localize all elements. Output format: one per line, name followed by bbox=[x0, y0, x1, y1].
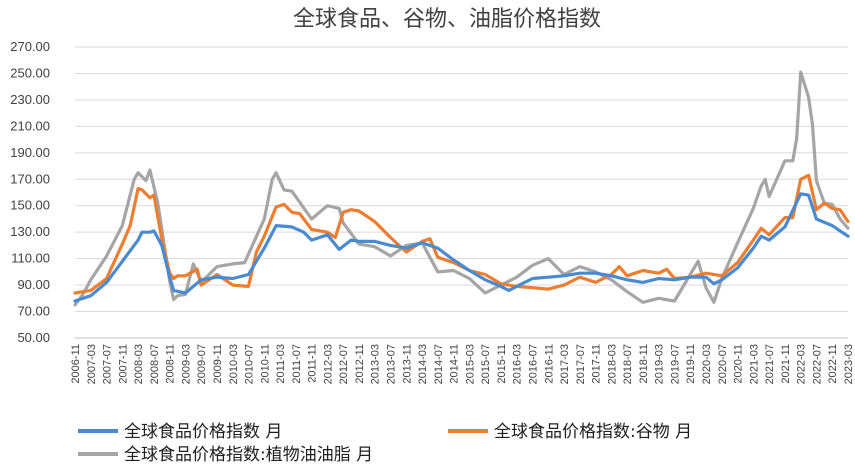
x-tick-label: 2021-07 bbox=[764, 344, 776, 384]
x-axis-tick-labels: 2006-11 2007-03 2007-07 2007-11 2008-03 2008-… bbox=[70, 344, 855, 384]
y-tick-label: 270.00 bbox=[10, 39, 50, 54]
y-tick-label: 210.00 bbox=[10, 118, 50, 133]
x-tick-label: 2021-03 bbox=[748, 344, 760, 384]
x-tick-label: 2022-07 bbox=[811, 344, 823, 384]
y-tick-label: 70.00 bbox=[17, 304, 50, 319]
series-line-2 bbox=[73, 70, 850, 307]
y-tick-label: 150.00 bbox=[10, 198, 50, 213]
x-tick-label: 2013-11 bbox=[401, 344, 413, 384]
series-lines bbox=[73, 70, 850, 307]
x-tick-label: 2010-11 bbox=[259, 344, 271, 384]
x-tick-label: 2009-07 bbox=[196, 344, 208, 384]
x-tick-label: 2007-03 bbox=[86, 344, 98, 384]
x-tick-label: 2015-07 bbox=[480, 344, 492, 384]
x-tick-label: 2012-03 bbox=[322, 344, 334, 384]
series-line-1 bbox=[73, 173, 850, 295]
x-tick-label: 2019-03 bbox=[654, 344, 666, 384]
x-tick-label: 2007-07 bbox=[102, 344, 114, 384]
x-tick-label: 2008-03 bbox=[133, 344, 145, 384]
y-tick-label: 90.00 bbox=[17, 277, 50, 292]
y-tick-label: 130.00 bbox=[10, 224, 50, 239]
x-tick-label: 2011-11 bbox=[307, 344, 319, 383]
x-tick-label: 2015-11 bbox=[496, 344, 508, 384]
y-tick-label: 230.00 bbox=[10, 92, 50, 107]
x-tick-label: 2017-07 bbox=[575, 344, 587, 384]
x-tick-label: 2016-07 bbox=[527, 344, 539, 384]
x-tick-label: 2016-11 bbox=[543, 344, 555, 384]
x-tick-label: 2016-03 bbox=[512, 344, 524, 384]
x-tick-label: 2006-11 bbox=[70, 344, 82, 384]
x-tick-label: 2013-07 bbox=[386, 344, 398, 384]
x-tick-label: 2013-03 bbox=[370, 344, 382, 384]
x-tick-label: 2022-03 bbox=[796, 344, 808, 384]
legend-label-food: 全球食品价格指数 月 bbox=[124, 422, 282, 442]
chart-title: 全球食品、谷物、油脂价格指数 bbox=[293, 7, 601, 32]
x-tick-label: 2022-11 bbox=[827, 344, 839, 384]
x-tick-label: 2009-11 bbox=[212, 344, 224, 384]
x-tick-label: 2011-07 bbox=[291, 344, 303, 384]
x-tick-label: 2021-11 bbox=[780, 344, 792, 384]
x-tick-label: 2014-03 bbox=[417, 344, 429, 384]
legend: 全球食品价格指数 月 全球食品价格指数:谷物 月 全球食品价格指数:植物油油脂 … bbox=[78, 422, 692, 465]
x-tick-label: 2020-03 bbox=[701, 344, 713, 384]
series-line-0 bbox=[73, 192, 850, 303]
x-tick-label: 2011-03 bbox=[275, 344, 287, 384]
x-tick-label: 2018-03 bbox=[606, 344, 618, 384]
x-tick-label: 2014-11 bbox=[449, 344, 461, 384]
y-tick-label: 250.00 bbox=[10, 65, 50, 80]
x-tick-label: 2019-11 bbox=[685, 344, 697, 384]
x-tick-label: 2020-11 bbox=[733, 344, 745, 384]
x-tick-label: 2023-03 bbox=[843, 344, 855, 384]
x-tick-label: 2014-07 bbox=[433, 344, 445, 384]
y-tick-label: 190.00 bbox=[10, 145, 50, 160]
x-tick-label: 2017-03 bbox=[559, 344, 571, 384]
y-tick-label: 170.00 bbox=[10, 171, 50, 186]
x-tick-label: 2009-03 bbox=[180, 344, 192, 384]
x-tick-label: 2012-11 bbox=[354, 344, 366, 384]
x-tick-label: 2007-11 bbox=[117, 344, 129, 384]
x-tick-label: 2018-11 bbox=[638, 344, 650, 384]
x-tick-label: 2010-03 bbox=[228, 344, 240, 384]
y-tick-label: 110.00 bbox=[11, 251, 50, 266]
x-tick-label: 2017-11 bbox=[591, 344, 603, 384]
x-tick-label: 2008-11 bbox=[165, 344, 177, 384]
x-tick-label: 2019-07 bbox=[669, 344, 681, 384]
x-tick-label: 2020-07 bbox=[717, 344, 729, 384]
legend-label-vegoil: 全球食品价格指数:植物油油脂 月 bbox=[124, 445, 373, 465]
x-tick-label: 2008-07 bbox=[149, 344, 161, 384]
x-tick-label: 2015-03 bbox=[464, 344, 476, 384]
x-tick-label: 2018-07 bbox=[622, 344, 634, 384]
legend-label-cereals: 全球食品价格指数:谷物 月 bbox=[494, 422, 692, 442]
x-tick-label: 2012-07 bbox=[338, 344, 350, 384]
x-tick-label: 2010-07 bbox=[244, 344, 256, 384]
y-axis-tick-labels: 50.00 70.00 90.00 110.00 130.00 150.00 170.00 1… bbox=[10, 39, 50, 345]
y-tick-label: 50.00 bbox=[17, 330, 50, 345]
